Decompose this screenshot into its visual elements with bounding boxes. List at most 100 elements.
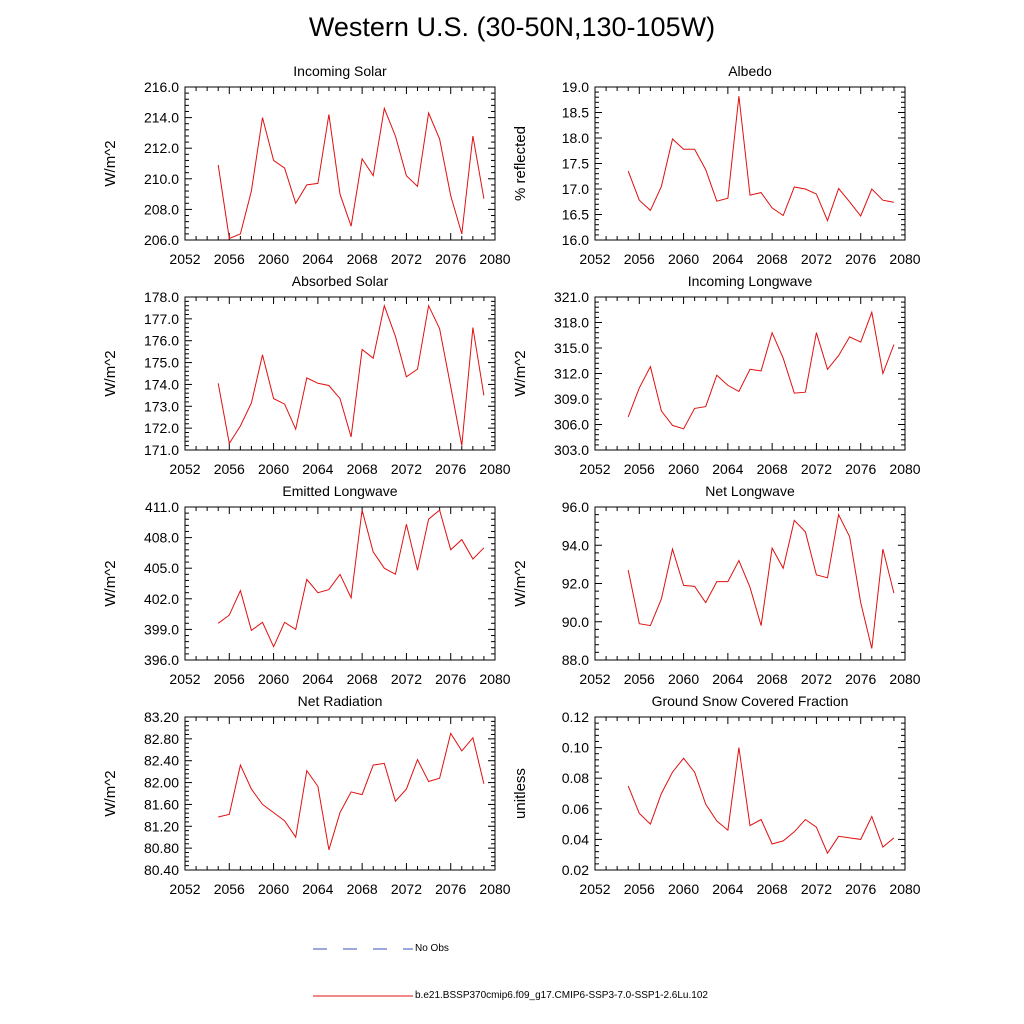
- y-tick-label: 399.0: [144, 621, 179, 637]
- x-tick-label: 2060: [668, 251, 699, 267]
- x-tick-label: 2064: [712, 461, 743, 477]
- plot-frame: [594, 716, 906, 871]
- y-tick-label: 81.60: [144, 796, 179, 812]
- y-tick-label: 173.0: [144, 398, 179, 414]
- plot-frame: [184, 86, 496, 241]
- chart-panel-2: Albedo % reflected 2052 2056 2060 2064 2068 207…: [512, 63, 921, 267]
- x-tick-label: 2072: [801, 461, 832, 477]
- y-tick-label: 177.0: [144, 311, 179, 327]
- x-tick-label: 2072: [391, 671, 422, 687]
- x-tick-label: 2052: [579, 461, 610, 477]
- panel-title: Incoming Longwave: [688, 273, 813, 289]
- y-tick-label: 90.0: [562, 614, 589, 630]
- y-axis-label: unitless: [512, 768, 529, 819]
- y-tick-label: 0.04: [562, 831, 589, 847]
- plot-frame: [184, 506, 496, 661]
- x-tick-label: 2076: [435, 251, 466, 267]
- chart-panel-7: Net Radiation W/m^2 2052 2056 2060 2064 2068 20…: [102, 693, 511, 897]
- y-tick-label: 88.0: [562, 652, 589, 668]
- y-tick-label: 0.06: [562, 801, 589, 817]
- x-tick-label: 2068: [757, 461, 788, 477]
- plot-frame: [184, 716, 496, 871]
- panel-title: Absorbed Solar: [292, 273, 389, 289]
- x-tick-label: 2056: [214, 671, 245, 687]
- x-tick-label: 2056: [624, 671, 655, 687]
- y-tick-label: 83.20: [144, 709, 179, 725]
- y-axis-label: W/m^2: [102, 350, 119, 396]
- y-tick-label: 80.80: [144, 840, 179, 856]
- y-tick-label: 176.0: [144, 333, 179, 349]
- y-tick-label: 16.5: [562, 207, 589, 223]
- chart-panel-4: Incoming Longwave W/m^2 2052 2056 2060 2064 20…: [512, 273, 921, 477]
- x-tick-label: 2080: [479, 251, 510, 267]
- y-tick-label: 0.12: [562, 709, 589, 725]
- x-tick-label: 2072: [391, 461, 422, 477]
- x-tick-label: 2060: [258, 671, 289, 687]
- y-tick-label: 16.0: [562, 232, 589, 248]
- x-tick-label: 2056: [214, 881, 245, 897]
- x-tick-label: 2052: [579, 671, 610, 687]
- x-tick-label: 2072: [801, 251, 832, 267]
- y-axis-label: % reflected: [512, 126, 529, 201]
- y-tick-label: 0.02: [562, 862, 589, 878]
- y-tick-label: 0.08: [562, 770, 589, 786]
- x-tick-label: 2052: [169, 881, 200, 897]
- x-tick-label: 2064: [712, 251, 743, 267]
- y-tick-label: 208.0: [144, 201, 179, 217]
- series-line: [627, 96, 894, 223]
- y-tick-label: 306.0: [554, 417, 589, 433]
- panel-title: Net Longwave: [705, 483, 795, 499]
- y-tick-label: 19.0: [562, 79, 589, 95]
- y-tick-label: 81.20: [144, 818, 179, 834]
- y-tick-label: 210.0: [144, 171, 179, 187]
- y-axis-label: W/m^2: [102, 560, 119, 606]
- x-tick-label: 2056: [214, 461, 245, 477]
- x-tick-label: 2060: [668, 461, 699, 477]
- x-tick-label: 2056: [214, 251, 245, 267]
- plot-frame: [594, 296, 906, 451]
- x-tick-label: 2080: [889, 251, 920, 267]
- x-tick-label: 2064: [302, 251, 333, 267]
- chart-panel-1: Incoming Solar W/m^2 2052 2056 2060 2064 2068 2…: [102, 63, 511, 267]
- figure-title: Western U.S. (30-50N,130-105W): [308, 12, 716, 42]
- series-line: [217, 303, 485, 446]
- x-tick-label: 2056: [624, 251, 655, 267]
- x-tick-label: 2080: [889, 461, 920, 477]
- y-tick-label: 206.0: [144, 232, 179, 248]
- x-tick-label: 2064: [712, 881, 743, 897]
- x-tick-label: 2052: [169, 461, 200, 477]
- series-line: [627, 513, 895, 649]
- x-tick-label: 2076: [845, 251, 876, 267]
- y-axis-label: W/m^2: [512, 350, 529, 396]
- x-tick-label: 2064: [302, 461, 333, 477]
- panel-title: Incoming Solar: [293, 63, 387, 79]
- y-tick-label: 175.0: [144, 355, 179, 371]
- y-tick-label: 80.40: [144, 862, 179, 878]
- x-tick-label: 2080: [479, 671, 510, 687]
- x-tick-label: 2072: [801, 671, 832, 687]
- x-tick-label: 2056: [624, 461, 655, 477]
- panel-title: Net Radiation: [298, 693, 383, 709]
- y-tick-label: 303.0: [554, 442, 589, 458]
- y-tick-label: 96.0: [562, 499, 589, 515]
- y-tick-label: 321.0: [554, 289, 589, 305]
- plot-frame: [594, 86, 906, 241]
- x-tick-label: 2060: [258, 881, 289, 897]
- series-line: [217, 509, 485, 648]
- y-tick-label: 411.0: [145, 499, 179, 515]
- y-tick-label: 318.0: [554, 315, 589, 331]
- y-axis-label: W/m^2: [102, 140, 119, 186]
- x-tick-label: 2076: [435, 671, 466, 687]
- chart-panel-5: Emitted Longwave W/m^2 2052 2056 2060 2064 206…: [102, 483, 511, 687]
- x-tick-label: 2064: [302, 671, 333, 687]
- y-tick-label: 17.0: [562, 181, 589, 197]
- x-tick-label: 2052: [169, 671, 200, 687]
- series-line: [627, 310, 895, 430]
- x-tick-label: 2076: [845, 461, 876, 477]
- panel-title: Emitted Longwave: [282, 483, 397, 499]
- x-tick-label: 2076: [435, 881, 466, 897]
- x-tick-label: 2072: [391, 881, 422, 897]
- x-tick-label: 2080: [889, 671, 920, 687]
- y-tick-label: 178.0: [144, 289, 179, 305]
- series-line: [217, 106, 485, 240]
